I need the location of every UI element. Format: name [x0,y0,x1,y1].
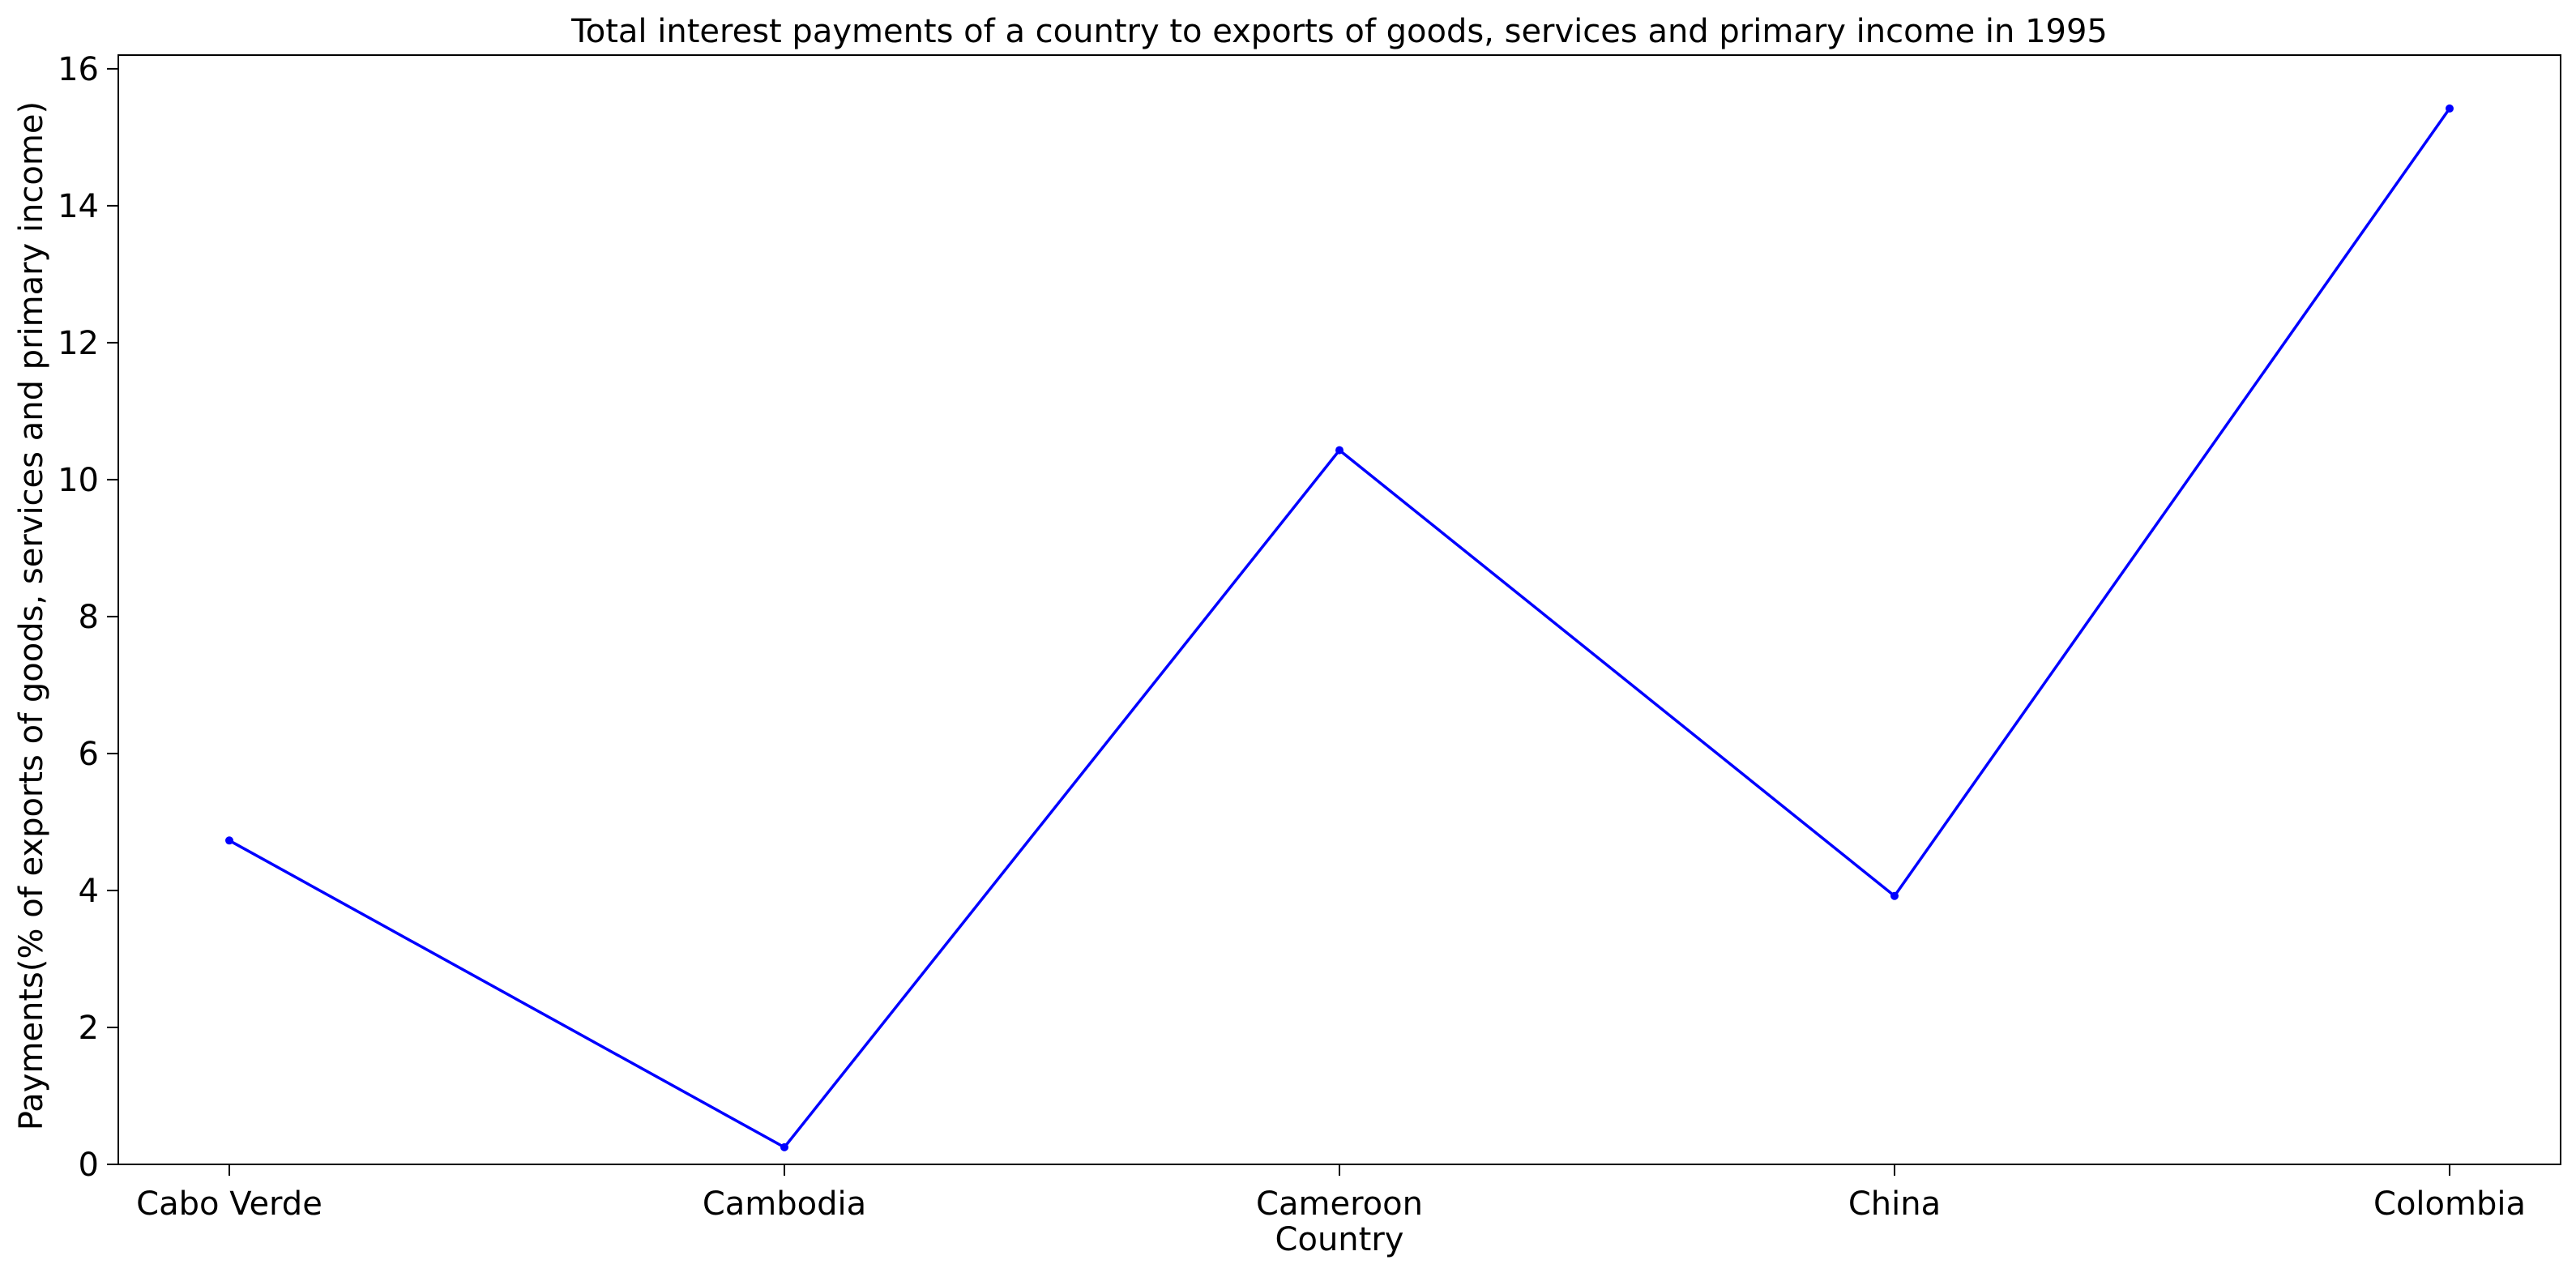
series-layer [225,104,2454,1151]
x-tick-label: Cambodia [703,1185,866,1223]
y-tick-label: 0 [79,1147,99,1184]
data-point [1335,446,1344,455]
y-tick-label: 8 [79,599,99,636]
y-tick-label: 6 [79,736,99,773]
x-tick-label: Colombia [2373,1185,2526,1223]
y-tick-label: 10 [58,462,99,499]
y-tick-label: 16 [58,51,99,88]
y-axis-ticks: 0 2 4 6 8 10 12 14 16 [58,51,118,1184]
y-tick-label: 4 [79,873,99,910]
x-tick-label: China [1848,1185,1941,1223]
x-tick-label: Cameroon [1256,1185,1423,1223]
y-axis-label: Payments(% of exports of goods, services… [13,101,50,1130]
data-point [780,1142,788,1151]
chart-title: Total interest payments of a country to … [570,13,2108,50]
x-axis-label: Country [1275,1221,1404,1258]
y-tick-label: 12 [58,325,99,362]
y-tick-label: 14 [58,188,99,225]
data-point [2446,104,2454,113]
y-tick-label: 2 [79,1010,99,1047]
x-tick-label: Cabo Verde [136,1185,323,1223]
plot-area-frame [117,54,2561,1165]
data-point [225,836,233,845]
x-axis-ticks: Cabo Verde Cambodia Cameroon China Colombia [136,1164,2526,1223]
data-point [1890,891,1899,900]
